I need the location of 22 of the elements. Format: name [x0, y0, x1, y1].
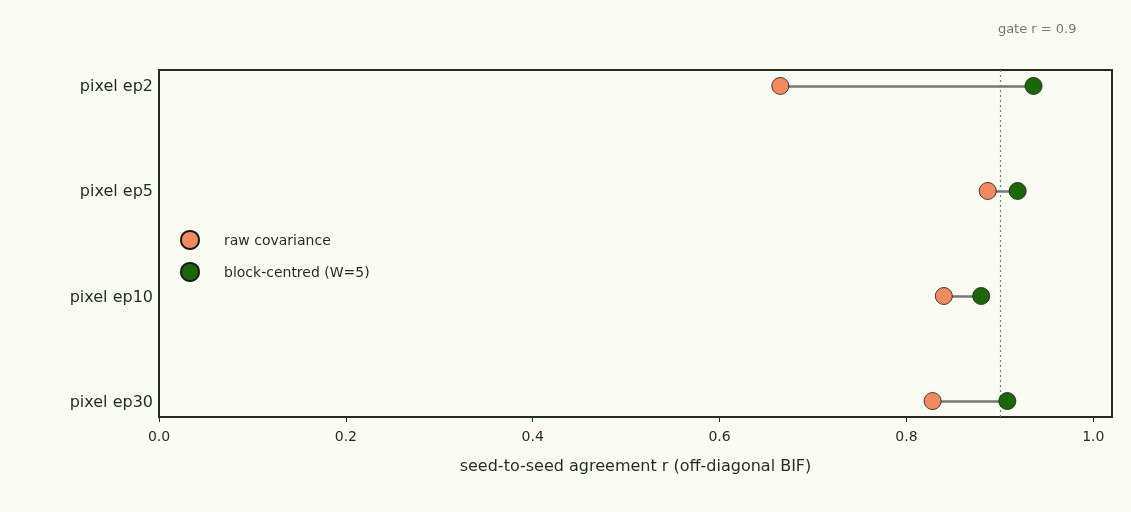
point [978, 182, 997, 200]
y-tick-label: pixel ep30 [69, 391, 153, 411]
x-tick-label: 0.6 [708, 428, 731, 444]
legend-label: block-centred (W=5) [224, 264, 370, 280]
y-tick-label: pixel ep2 [79, 76, 153, 96]
x-tick-label: 0.2 [334, 428, 357, 444]
x-tick-label: 0.8 [895, 428, 918, 444]
legend-label: raw covariance [224, 232, 331, 248]
ref-line-label: gate r = 0.9 [997, 21, 1077, 36]
point [972, 287, 991, 305]
x-tick-label: 0.4 [521, 428, 544, 444]
y-tick-label: pixel ep10 [69, 286, 153, 306]
point [1008, 182, 1027, 200]
point [934, 287, 953, 305]
x-tick-label: 0.0 [147, 428, 171, 444]
x-tick-label: 1.0 [1082, 428, 1105, 444]
point [1024, 77, 1043, 95]
y-tick-label: pixel ep5 [79, 181, 153, 201]
x-axis-title: seed-to-seed agreement r (off-diagonal BIF) [459, 455, 812, 475]
point [923, 392, 942, 410]
point [998, 392, 1017, 410]
point [771, 77, 790, 95]
